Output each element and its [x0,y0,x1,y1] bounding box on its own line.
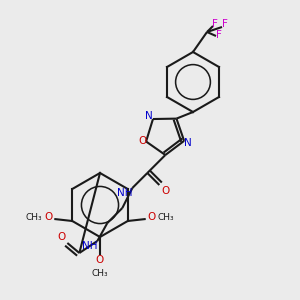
Text: O: O [148,212,156,222]
Text: O: O [57,232,65,242]
Text: N: N [145,111,153,121]
Text: CH₃: CH₃ [26,212,43,221]
Text: F: F [212,19,218,29]
Text: F: F [216,30,222,40]
Text: CH₃: CH₃ [158,212,174,221]
Text: O: O [96,255,104,265]
Text: O: O [44,212,52,222]
Text: F: F [222,19,228,29]
Text: NH: NH [82,241,97,251]
Text: O: O [138,136,146,146]
Text: N: N [184,138,192,148]
Text: NH: NH [117,188,132,198]
Text: CH₃: CH₃ [92,268,108,278]
Text: O: O [161,186,170,196]
